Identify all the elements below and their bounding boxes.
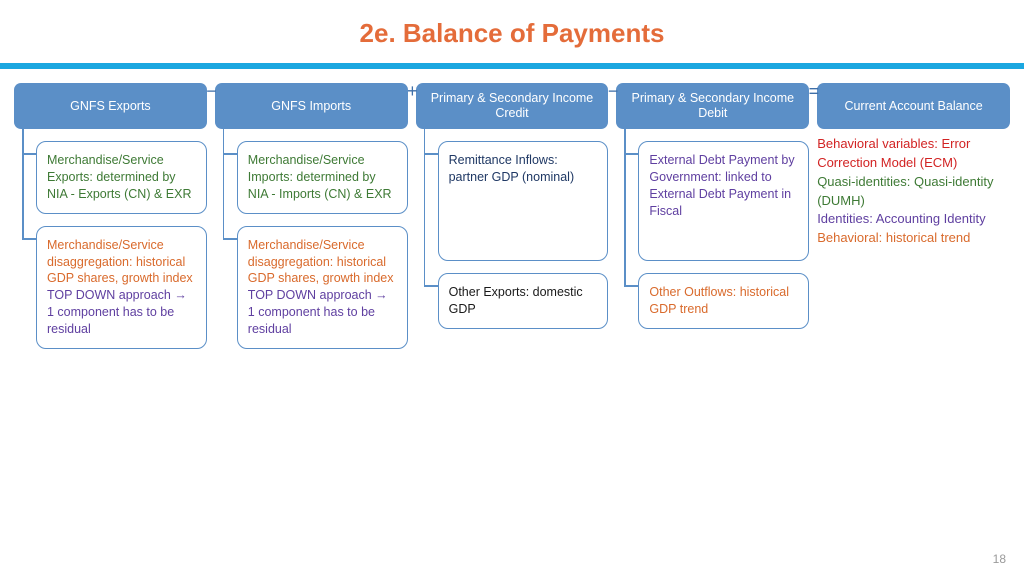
children-wrap: Merchandise/Service Exports: determined … bbox=[36, 141, 207, 349]
operator-icon: − bbox=[608, 81, 619, 102]
connector-horizontal bbox=[424, 153, 438, 155]
operator-icon: = bbox=[809, 81, 820, 102]
connector-horizontal bbox=[22, 238, 36, 240]
column: GNFS Imports+Merchandise/Service Imports… bbox=[215, 83, 408, 361]
children-wrap: Remittance Inflows: partner GDP (nominal… bbox=[438, 141, 609, 329]
columns-row: GNFS Exports−Merchandise/Service Exports… bbox=[0, 69, 1024, 361]
column: Primary & Secondary Income Credit−Remitt… bbox=[416, 83, 609, 361]
legend-line: Behavioral variables: Error Correction M… bbox=[817, 135, 1008, 173]
connector-horizontal bbox=[624, 285, 638, 287]
box-line: Merchandise/Service Imports: determined … bbox=[248, 152, 397, 203]
box-line: Other Exports: domestic GDP bbox=[449, 284, 598, 318]
box-line: Remittance Inflows: partner GDP (nominal… bbox=[449, 152, 598, 186]
child-box: Merchandise/Service Imports: determined … bbox=[237, 141, 408, 214]
box-line: External Debt Payment by Government: lin… bbox=[649, 152, 798, 220]
connector-horizontal bbox=[22, 153, 36, 155]
column-header: GNFS Exports bbox=[14, 83, 207, 129]
column-header: GNFS Imports bbox=[215, 83, 408, 129]
box-line: Merchandise/Service disaggregation: hist… bbox=[248, 237, 397, 288]
connector-horizontal bbox=[424, 285, 438, 287]
box-line: Merchandise/Service disaggregation: hist… bbox=[47, 237, 196, 288]
page-title: 2e. Balance of Payments bbox=[0, 0, 1024, 63]
column: Primary & Secondary Income Debit=Externa… bbox=[616, 83, 809, 361]
operator-icon: + bbox=[407, 81, 418, 102]
connector-vertical bbox=[22, 129, 24, 238]
box-line: TOP DOWN approach → 1 component has to b… bbox=[47, 287, 196, 338]
child-box: External Debt Payment by Government: lin… bbox=[638, 141, 809, 261]
child-box: Other Exports: domestic GDP bbox=[438, 273, 609, 329]
box-line: Other Outflows: historical GDP trend bbox=[649, 284, 798, 318]
children-wrap: External Debt Payment by Government: lin… bbox=[638, 141, 809, 329]
box-line: TOP DOWN approach → 1 component has to b… bbox=[248, 287, 397, 338]
connector-vertical bbox=[223, 129, 225, 238]
column: Current Account Balance Behavioral variab… bbox=[817, 83, 1010, 361]
child-box: Other Outflows: historical GDP trend bbox=[638, 273, 809, 329]
connector-horizontal bbox=[223, 153, 237, 155]
legend-line: Quasi-identities: Quasi-identity (DUMH) bbox=[817, 173, 1008, 211]
column: GNFS Exports−Merchandise/Service Exports… bbox=[14, 83, 207, 361]
page-number: 18 bbox=[993, 552, 1006, 566]
connector-horizontal bbox=[223, 238, 237, 240]
column-header: Primary & Secondary Income Debit bbox=[616, 83, 809, 129]
legend-line: Identities: Accounting Identity bbox=[817, 210, 1008, 229]
column-header: Current Account Balance bbox=[817, 83, 1010, 129]
child-box: Merchandise/Service disaggregation: hist… bbox=[237, 226, 408, 349]
column-header: Primary & Secondary Income Credit bbox=[416, 83, 609, 129]
children-wrap: Merchandise/Service Imports: determined … bbox=[237, 141, 408, 349]
child-box: Merchandise/Service Exports: determined … bbox=[36, 141, 207, 214]
legend: Behavioral variables: Error Correction M… bbox=[817, 129, 1010, 248]
connector-horizontal bbox=[624, 153, 638, 155]
child-box: Merchandise/Service disaggregation: hist… bbox=[36, 226, 207, 349]
operator-icon: − bbox=[206, 81, 217, 102]
box-line: Merchandise/Service Exports: determined … bbox=[47, 152, 196, 203]
legend-line: Behavioral: historical trend bbox=[817, 229, 1008, 248]
child-box: Remittance Inflows: partner GDP (nominal… bbox=[438, 141, 609, 261]
